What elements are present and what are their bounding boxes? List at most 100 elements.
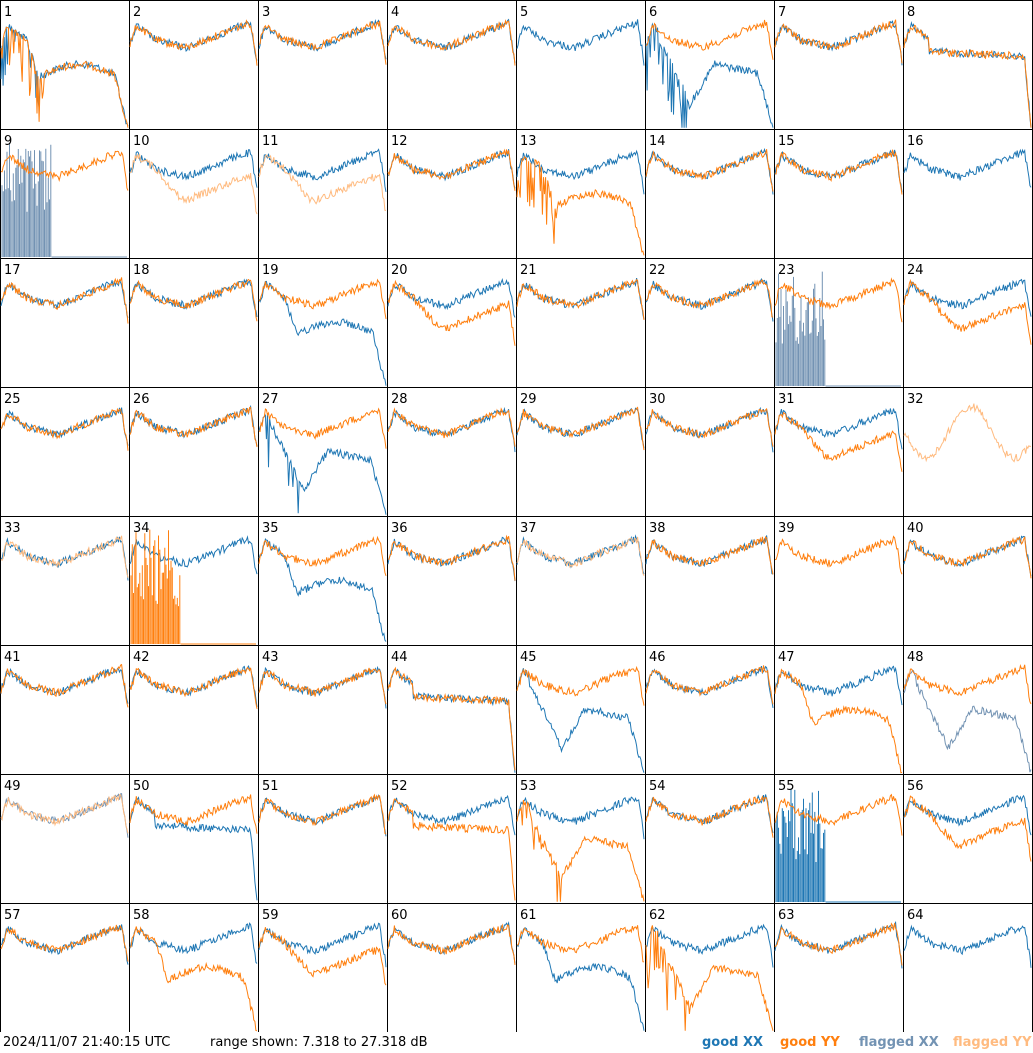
- panel-label-8: 8: [907, 5, 915, 20]
- trace-xx-2: [129, 21, 258, 61]
- panel-21: [516, 258, 646, 388]
- panel-15: [774, 129, 904, 259]
- trace-yy-18: [129, 278, 258, 322]
- panel-19: [258, 258, 388, 388]
- trace-yy-39: [774, 535, 903, 575]
- trace-yy-44: [387, 666, 516, 771]
- trace-xx-22: [645, 277, 774, 322]
- trace-yy-52: [387, 798, 516, 901]
- panel-label-30: 30: [649, 392, 666, 407]
- trace-yy-26: [129, 406, 258, 448]
- trace-xx-16: [903, 148, 1032, 188]
- trace-yy-54: [645, 795, 774, 838]
- trace-yy-29: [516, 406, 645, 451]
- trace-yy-41: [0, 663, 129, 708]
- panel-label-16: 16: [907, 134, 924, 149]
- panel-label-43: 43: [262, 650, 279, 665]
- panel-label-22: 22: [649, 263, 666, 278]
- panel-50: [129, 774, 259, 904]
- panel-label-60: 60: [391, 908, 408, 923]
- trace-yy-33: [0, 535, 129, 578]
- trace-yy-31: [774, 411, 903, 472]
- trace-yy-25: [0, 407, 129, 451]
- panel-3: [258, 0, 388, 130]
- trace-xx-6: [645, 22, 774, 128]
- panel-label-21: 21: [520, 263, 537, 278]
- trace-yy-2: [129, 19, 258, 66]
- panel-label-44: 44: [391, 650, 408, 665]
- trace-yy-47: [774, 668, 903, 774]
- legend-flagged-yy: flagged YY: [953, 1035, 1032, 1050]
- panel-label-24: 24: [907, 263, 924, 278]
- trace-xx-17: [0, 278, 129, 318]
- panel-label-62: 62: [649, 908, 666, 923]
- trace-xx-45: [516, 668, 645, 773]
- trace-yy-7: [774, 19, 903, 64]
- trace-yy-63: [774, 922, 903, 966]
- trace-yy-6: [645, 19, 774, 60]
- panel-label-26: 26: [133, 392, 150, 407]
- panel-label-54: 54: [649, 779, 666, 794]
- panel-label-48: 48: [907, 650, 924, 665]
- panel-label-31: 31: [778, 392, 795, 407]
- panel-label-56: 56: [907, 779, 924, 794]
- panel-label-59: 59: [262, 908, 279, 923]
- panel-40: [903, 516, 1033, 646]
- trace-yy-10: [129, 153, 258, 215]
- panel-label-61: 61: [520, 908, 537, 923]
- panel-label-49: 49: [4, 779, 21, 794]
- trace-yy-42: [129, 666, 258, 709]
- legend-good-xx: good XX: [702, 1035, 764, 1050]
- panel-label-32: 32: [907, 392, 924, 407]
- panel-label-37: 37: [520, 521, 537, 536]
- panel-label-2: 2: [133, 5, 141, 20]
- panel-label-35: 35: [262, 521, 279, 536]
- panel-label-13: 13: [520, 134, 537, 149]
- trace-yy-34: [130, 529, 256, 645]
- trace-xx-18: [129, 278, 258, 318]
- trace-xx-9: [1, 143, 127, 258]
- panel-63: [774, 903, 904, 1032]
- trace-yy-60: [387, 923, 516, 966]
- panel-61: [516, 903, 646, 1032]
- panel-label-28: 28: [391, 392, 408, 407]
- panel-label-9: 9: [4, 134, 12, 149]
- trace-xx-28: [387, 406, 516, 453]
- trace-yy-1: [0, 26, 129, 128]
- trace-yy-55: [774, 793, 903, 836]
- legend-good-yy: good YY: [780, 1035, 840, 1050]
- trace-yy-3: [258, 20, 387, 65]
- panel-43: [258, 645, 388, 775]
- trace-yy-22: [645, 279, 774, 318]
- trace-yy-17: [0, 277, 129, 324]
- panel-label-27: 27: [262, 392, 279, 407]
- panel-16: [903, 129, 1033, 259]
- trace-xx-44: [387, 668, 516, 773]
- panel-36: [387, 516, 517, 646]
- trace-yy-30: [645, 407, 774, 447]
- trace-yy-53: [516, 799, 645, 902]
- panel-24: [903, 258, 1033, 388]
- range-text: range shown: 7.318 to 27.318 dB: [210, 1035, 428, 1050]
- panel-29: [516, 387, 646, 517]
- panel-label-39: 39: [778, 521, 795, 536]
- panel-label-41: 41: [4, 650, 21, 665]
- panel-label-55: 55: [778, 779, 795, 794]
- trace-xx-20: [387, 278, 516, 318]
- panel-20: [387, 258, 517, 388]
- trace-yy-8: [903, 24, 1032, 128]
- panel-label-42: 42: [133, 650, 150, 665]
- panel-label-12: 12: [391, 134, 408, 149]
- panel-label-33: 33: [4, 521, 21, 536]
- panel-46: [645, 645, 775, 775]
- panel-label-18: 18: [133, 263, 150, 278]
- trace-yy-23: [774, 277, 903, 323]
- panel-label-29: 29: [520, 392, 537, 407]
- panel-30: [645, 387, 775, 517]
- trace-yy-11: [258, 154, 387, 211]
- panel-label-58: 58: [133, 908, 150, 923]
- panel-22: [645, 258, 775, 388]
- trace-yy-40: [903, 535, 1032, 579]
- legend-flagged-xx: flagged XX: [859, 1035, 939, 1050]
- trace-xx-59: [258, 922, 387, 968]
